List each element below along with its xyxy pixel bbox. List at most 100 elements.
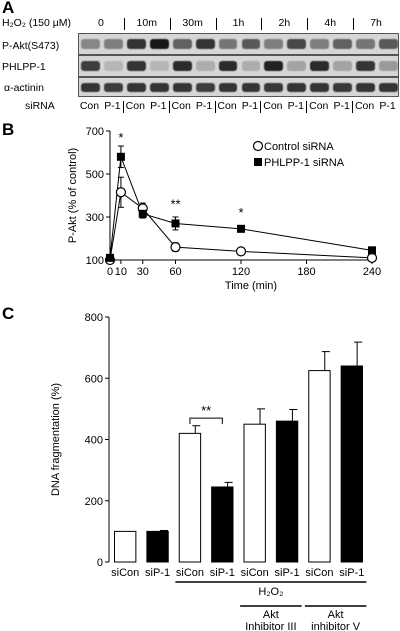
data-point — [237, 224, 245, 233]
blot-phlpp1 — [78, 55, 399, 77]
y-tick-label: 400 — [85, 435, 103, 447]
blot-band — [195, 61, 215, 71]
blot-band — [241, 61, 261, 71]
blot-actinin — [78, 77, 399, 97]
blot-band — [81, 61, 100, 71]
legend-label-phlpp1: PHLPP-1 siRNA — [264, 157, 345, 169]
legend-marker-control — [252, 140, 264, 152]
group-label: Inhibitor III — [245, 621, 296, 631]
bar — [211, 486, 234, 563]
y-tick-label: 700 — [86, 126, 104, 138]
series-line — [109, 156, 373, 258]
lane-label: Con — [217, 100, 237, 112]
blot-band — [287, 39, 307, 49]
lane-separator — [260, 101, 262, 113]
category-label: siP-1 — [275, 567, 300, 579]
lane-separator — [352, 101, 354, 113]
significance-marker: ** — [201, 403, 211, 418]
timepoint-label: 30m — [182, 17, 203, 29]
blot-band — [149, 82, 169, 92]
data-point — [170, 242, 181, 253]
blot-band — [126, 61, 146, 71]
blot-band — [241, 82, 261, 92]
blot-band — [126, 82, 146, 92]
blot-band — [264, 61, 284, 71]
blot-p-akt — [78, 33, 399, 55]
lane-separator — [214, 101, 216, 113]
panel-c-letter: C — [2, 304, 15, 323]
blot-band — [264, 82, 284, 92]
blot-band — [103, 39, 123, 49]
category-label: siCon — [305, 567, 333, 579]
blot-band — [333, 61, 353, 71]
blot-band — [287, 61, 307, 71]
significance-marker: ** — [170, 196, 180, 211]
bar — [178, 432, 202, 563]
y-tick-label: 200 — [85, 496, 103, 508]
blot-band — [287, 82, 307, 92]
blot-band — [333, 82, 353, 92]
group-separator — [261, 18, 263, 30]
blot-band — [241, 39, 261, 49]
category-label: siP-1 — [339, 567, 364, 579]
blot-band — [195, 82, 215, 92]
lane-label: Con — [354, 100, 375, 112]
data-point — [116, 152, 125, 161]
treatment-label: H₂O₂ (150 μM) — [2, 17, 72, 29]
blot-band — [218, 61, 238, 71]
lane-label: Con — [171, 100, 191, 112]
lane-label: P-1 — [379, 100, 396, 112]
group-label: H₂O₂ — [258, 586, 283, 598]
lane-separator — [306, 101, 308, 113]
x-tick-label: 60 — [169, 266, 181, 278]
data-point — [235, 246, 247, 257]
panel-a-letter: A — [2, 0, 15, 17]
blot-band — [149, 39, 169, 49]
lane-label: P-1 — [195, 100, 213, 112]
y-axis-label: P-Akt (% of control) — [67, 148, 79, 243]
significance-bracket — [189, 417, 223, 425]
blot-band — [310, 61, 330, 71]
blot-band — [126, 39, 146, 49]
blot-band — [379, 39, 398, 49]
blot-band — [218, 39, 238, 49]
category-label: siCon — [111, 567, 139, 579]
significance-marker: * — [238, 205, 243, 220]
bar — [243, 423, 266, 563]
blot-band — [172, 82, 192, 92]
bar — [114, 530, 137, 563]
data-point — [138, 209, 147, 218]
lane-label: P-1 — [287, 100, 304, 112]
y-tick-label: 0 — [97, 557, 103, 569]
x-tick-label: 120 — [232, 266, 250, 278]
lane-separator — [168, 101, 170, 113]
blot-band — [264, 39, 284, 49]
lane-label: Con — [125, 100, 145, 112]
timepoint-label: 4h — [324, 17, 337, 29]
category-label: siP-1 — [210, 567, 235, 579]
legend-label-control: Control siRNA — [264, 141, 334, 153]
group-label: inhibitor V — [311, 621, 361, 631]
group-label: Akt — [263, 609, 279, 621]
data-point — [368, 246, 376, 255]
lane-separator — [122, 101, 124, 113]
sirna-label: siRNA — [25, 100, 55, 112]
x-tick-label: 240 — [363, 266, 381, 278]
blot-band — [172, 39, 192, 49]
blot-band — [81, 39, 100, 49]
group-separator — [123, 18, 125, 30]
row-label-actinin: α-actinin — [4, 82, 44, 94]
lane-label: P-1 — [104, 100, 121, 112]
timepoint-label: 7h — [370, 17, 382, 29]
panel-b-letter: B — [2, 120, 15, 139]
blot-band — [103, 61, 123, 71]
blot-band — [356, 82, 376, 92]
blot-band — [379, 61, 398, 71]
lane-label: P-1 — [150, 100, 167, 112]
x-tick-label: 0 — [107, 266, 113, 278]
lane-label: Con — [309, 100, 329, 112]
lane-label: Con — [263, 100, 283, 112]
